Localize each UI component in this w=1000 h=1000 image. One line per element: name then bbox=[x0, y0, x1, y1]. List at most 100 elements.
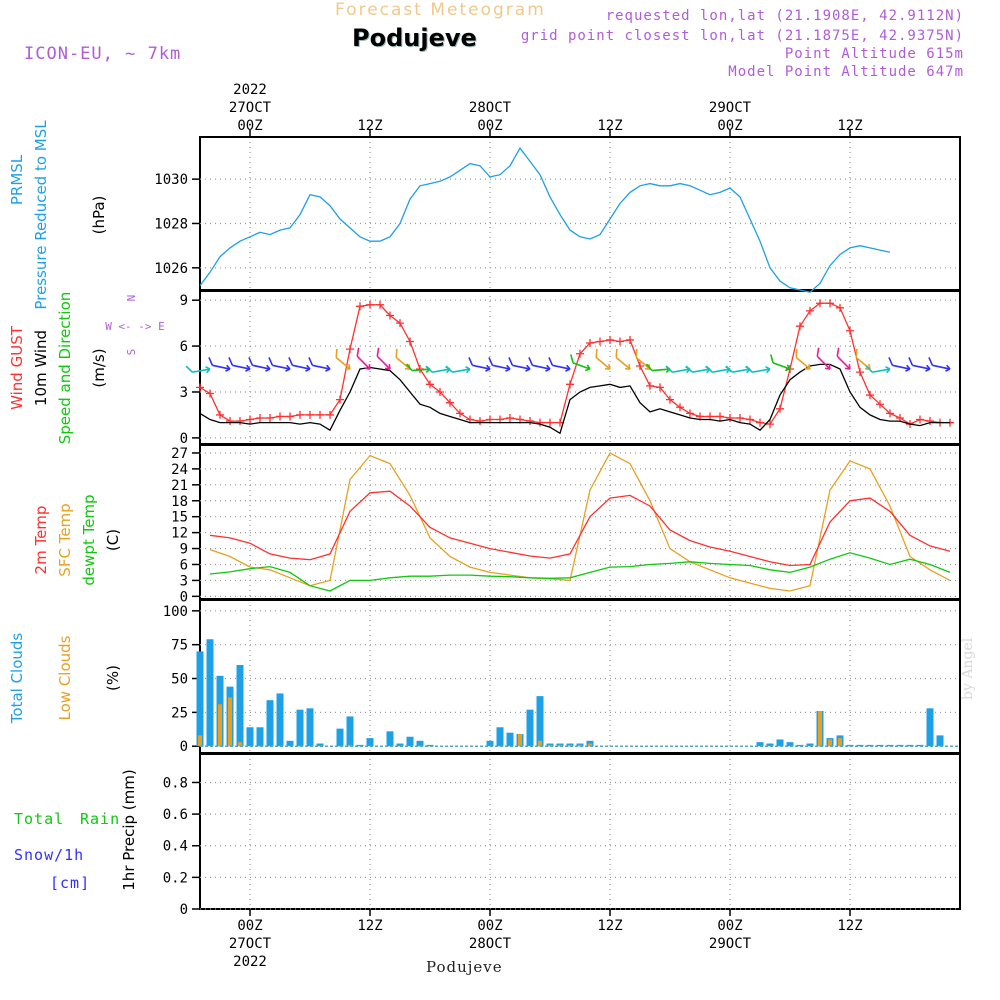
gust-marker bbox=[856, 368, 864, 377]
y-tick-label: 0 bbox=[180, 431, 188, 447]
y-tick-label: 0 bbox=[180, 902, 188, 918]
gust-marker bbox=[736, 413, 744, 422]
wind-barb-feather bbox=[405, 363, 413, 372]
wind-barb-shaft bbox=[252, 364, 271, 370]
gust-marker bbox=[746, 415, 754, 424]
gust-marker bbox=[296, 410, 304, 419]
wind-barb-head bbox=[905, 364, 911, 372]
wind-barb-shaft bbox=[411, 368, 431, 372]
wind-barb-feather bbox=[508, 357, 514, 366]
pressure-line bbox=[199, 146, 891, 293]
compass-north: N bbox=[125, 295, 138, 302]
gust-marker bbox=[596, 337, 604, 346]
wind-barb-head bbox=[325, 364, 331, 372]
x-tick-label-top: 00Z bbox=[477, 118, 502, 134]
wind-barb-feather bbox=[908, 357, 914, 366]
total-cloud-bar bbox=[236, 664, 244, 747]
model-label: ICON-EU, ~ 7km bbox=[24, 44, 182, 64]
gust-marker bbox=[676, 403, 684, 412]
wind-barb-shaft bbox=[892, 364, 911, 370]
compass-south: S bbox=[125, 349, 138, 356]
low-cloud-bar bbox=[218, 704, 222, 747]
wind-barb-head bbox=[525, 364, 531, 372]
gust-marker bbox=[406, 337, 414, 346]
total-cloud-bar bbox=[286, 740, 294, 747]
gust-marker bbox=[436, 387, 444, 396]
meteogram-title: Forecast Meteogram bbox=[335, 0, 546, 20]
sfc-temp-line bbox=[209, 452, 951, 592]
wind-barb-shaft bbox=[312, 364, 331, 370]
gust-marker bbox=[846, 326, 854, 335]
wind-barb-head bbox=[245, 364, 251, 372]
gust-marker bbox=[386, 311, 394, 320]
gust-marker bbox=[206, 389, 214, 398]
wind-line bbox=[199, 363, 950, 435]
gust-marker bbox=[806, 306, 814, 315]
gust-marker bbox=[286, 412, 294, 421]
low-cloud-bar bbox=[838, 738, 842, 747]
gust-marker bbox=[726, 413, 734, 422]
gust-marker bbox=[216, 410, 224, 419]
wind-barb-shaft bbox=[272, 364, 291, 370]
wind-barb-feather bbox=[745, 365, 753, 373]
low-cloud-bar bbox=[588, 743, 592, 747]
wind-barb-feather bbox=[705, 365, 713, 373]
wind-barb-head bbox=[844, 363, 851, 370]
wind-barb bbox=[488, 357, 511, 372]
y-tick-label: 50 bbox=[171, 672, 188, 688]
x-tick-label-bottom: 12Z bbox=[597, 918, 622, 934]
wind-barb-shaft bbox=[292, 364, 311, 370]
low-cloud-bar bbox=[198, 735, 202, 747]
wind-barb-head bbox=[885, 366, 891, 374]
panel-frame bbox=[199, 753, 961, 910]
wind-barb bbox=[288, 357, 311, 372]
total-cloud-bar bbox=[536, 696, 544, 747]
wind-barb-shaft bbox=[452, 368, 471, 373]
wind-barb-feather bbox=[836, 347, 840, 357]
gust-marker bbox=[566, 380, 574, 389]
total-cloud-bar bbox=[256, 727, 264, 747]
wind-barb bbox=[685, 365, 711, 374]
total-cloud-bar bbox=[766, 743, 774, 747]
total-cloud-bar bbox=[336, 728, 344, 747]
total-cloud-bar bbox=[776, 739, 784, 747]
wind-barb-feather bbox=[268, 357, 274, 366]
low-cloud-bar bbox=[238, 742, 242, 747]
wind-barb bbox=[725, 365, 751, 374]
wind-barb-head bbox=[305, 364, 311, 372]
wind-barb bbox=[425, 365, 451, 374]
y-tick-label: 1028 bbox=[154, 216, 188, 232]
wind-barb-shaft bbox=[795, 356, 811, 370]
wind-barb bbox=[816, 347, 831, 370]
gust-marker bbox=[256, 413, 264, 422]
x-tick-label-bottom: 00Z bbox=[717, 918, 742, 934]
wind-barb-shaft bbox=[772, 362, 791, 370]
wind-barb bbox=[395, 348, 411, 370]
panel-frame bbox=[199, 599, 961, 754]
x-tick-label-top: 00Z bbox=[717, 118, 742, 134]
wind-barb-feather bbox=[356, 347, 360, 357]
y-tick-label: 18 bbox=[171, 494, 188, 510]
total-cloud-bar bbox=[406, 736, 414, 747]
low-cloud-bar bbox=[228, 697, 232, 747]
gust-marker bbox=[686, 409, 694, 418]
x-tick-label-top: 12Z bbox=[597, 118, 622, 134]
total-cloud-bar bbox=[316, 743, 324, 747]
wind-barb-head bbox=[384, 363, 391, 370]
wind-barb-feather bbox=[816, 347, 820, 357]
y-tick-label: 21 bbox=[171, 478, 188, 494]
wind-barb bbox=[855, 348, 871, 370]
x-tick-label-bottom: 00Z bbox=[237, 918, 262, 934]
wind-barb-feather bbox=[645, 363, 653, 372]
x-tick-label-top: 28OCT bbox=[469, 100, 512, 116]
wind-barb-head bbox=[804, 363, 811, 370]
wind-barb-shaft bbox=[672, 368, 691, 373]
wind-barb-feather bbox=[445, 365, 453, 373]
pressure-unit: (hPa) bbox=[90, 196, 108, 235]
gust-marker bbox=[376, 300, 384, 309]
panel-frame bbox=[199, 136, 961, 291]
wind-barb-shaft bbox=[512, 364, 531, 370]
wind-barb bbox=[248, 357, 271, 372]
gust-marker bbox=[476, 417, 484, 426]
total-cloud-bar bbox=[206, 639, 214, 747]
